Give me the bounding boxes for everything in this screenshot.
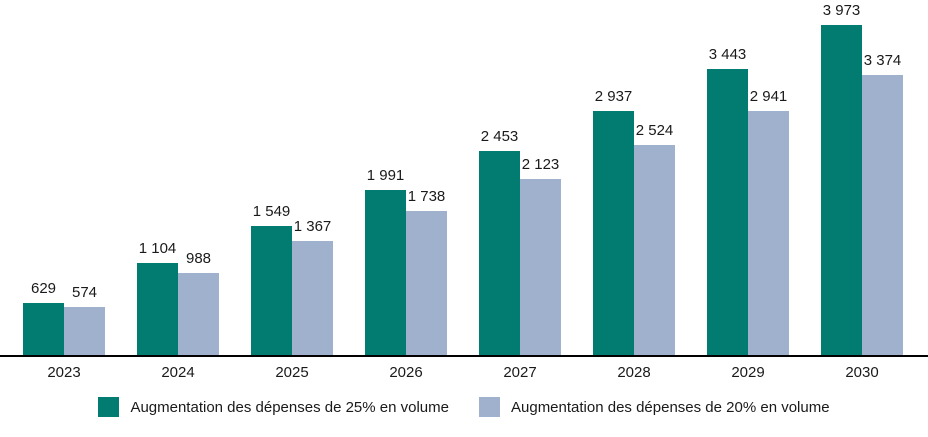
bar-value-label: 2 941 [749,88,788,105]
bar-group: 1 991 1 738 [365,167,447,355]
legend-swatch-25-icon [98,397,120,417]
bar-value-label: 1 549 [252,203,291,220]
bar-20pct [520,179,561,355]
bar-25pct [821,25,862,355]
bar-column: 3 973 [821,2,862,355]
bar-value-label: 1 991 [366,167,405,184]
bar-column: 629 [23,280,64,355]
bar-value-label: 2 937 [594,88,633,105]
bar-20pct [292,241,333,355]
bar-25pct [137,263,178,355]
bar-column: 2 937 [593,88,634,355]
bar-column: 3 374 [862,52,903,355]
legend-label-20: Augmentation des dépenses de 20% en volu… [511,398,830,416]
legend: Augmentation des dépenses de 25% en volu… [0,397,928,417]
bar-column: 2 524 [634,122,675,355]
bar-25pct [593,111,634,355]
legend-item-25: Augmentation des dépenses de 25% en volu… [98,397,449,417]
legend-item-20: Augmentation des dépenses de 20% en volu… [479,397,830,417]
bar-group: 629 574 [23,280,105,355]
bar-value-label: 988 [185,250,212,267]
bar-value-label: 574 [71,284,98,301]
bar-value-label: 3 973 [822,2,861,19]
bar-25pct [23,303,64,355]
bar-column: 1 991 [365,167,406,355]
bar-group: 3 443 2 941 [707,46,789,355]
plot-area: 629 574 1 104 988 1 549 1 367 1 991 1 738 2 453 2… [0,2,928,357]
x-axis-label: 2027 [503,364,537,381]
bar-group: 2 453 2 123 [479,128,561,355]
bar-value-label: 2 453 [480,128,519,145]
bar-column: 988 [178,250,219,355]
bar-20pct [406,211,447,355]
bar-column: 574 [64,284,105,355]
x-axis-label: 2026 [389,364,423,381]
bar-group: 2 937 2 524 [593,88,675,355]
bar-value-label: 2 123 [521,156,560,173]
bar-value-label: 3 443 [708,46,747,63]
x-axis-label: 2030 [845,364,879,381]
bar-column: 1 738 [406,188,447,355]
bar-group: 3 973 3 374 [821,2,903,355]
bar-column: 1 367 [292,218,333,355]
x-axis-label: 2023 [47,364,81,381]
x-axis-label: 2028 [617,364,651,381]
bar-column: 1 549 [251,203,292,355]
bar-value-label: 1 367 [293,218,332,235]
bar-group: 1 104 988 [137,240,219,355]
bar-25pct [365,190,406,355]
x-axis-label: 2029 [731,364,765,381]
bar-value-label: 629 [30,280,57,297]
bar-20pct [634,145,675,355]
x-axis-label: 2025 [275,364,309,381]
bar-20pct [862,75,903,355]
bar-group: 1 549 1 367 [251,203,333,355]
legend-swatch-20-icon [479,397,500,417]
x-axis: 2023 2024 2025 2026 2027 2028 2029 2030 [0,364,928,381]
bar-20pct [64,307,105,355]
bar-value-label: 3 374 [863,52,902,69]
bar-column: 3 443 [707,46,748,355]
bar-25pct [707,69,748,355]
bar-column: 1 104 [137,240,178,355]
x-axis-label: 2024 [161,364,195,381]
bar-value-label: 1 738 [407,188,446,205]
bar-column: 2 453 [479,128,520,355]
bar-20pct [178,273,219,355]
bar-column: 2 941 [748,88,789,355]
bar-value-label: 2 524 [635,122,674,139]
bar-column: 2 123 [520,156,561,355]
bar-25pct [479,151,520,355]
bar-25pct [251,226,292,355]
bar-20pct [748,111,789,355]
bar-value-label: 1 104 [138,240,177,257]
legend-label-25: Augmentation des dépenses de 25% en volu… [130,398,449,416]
